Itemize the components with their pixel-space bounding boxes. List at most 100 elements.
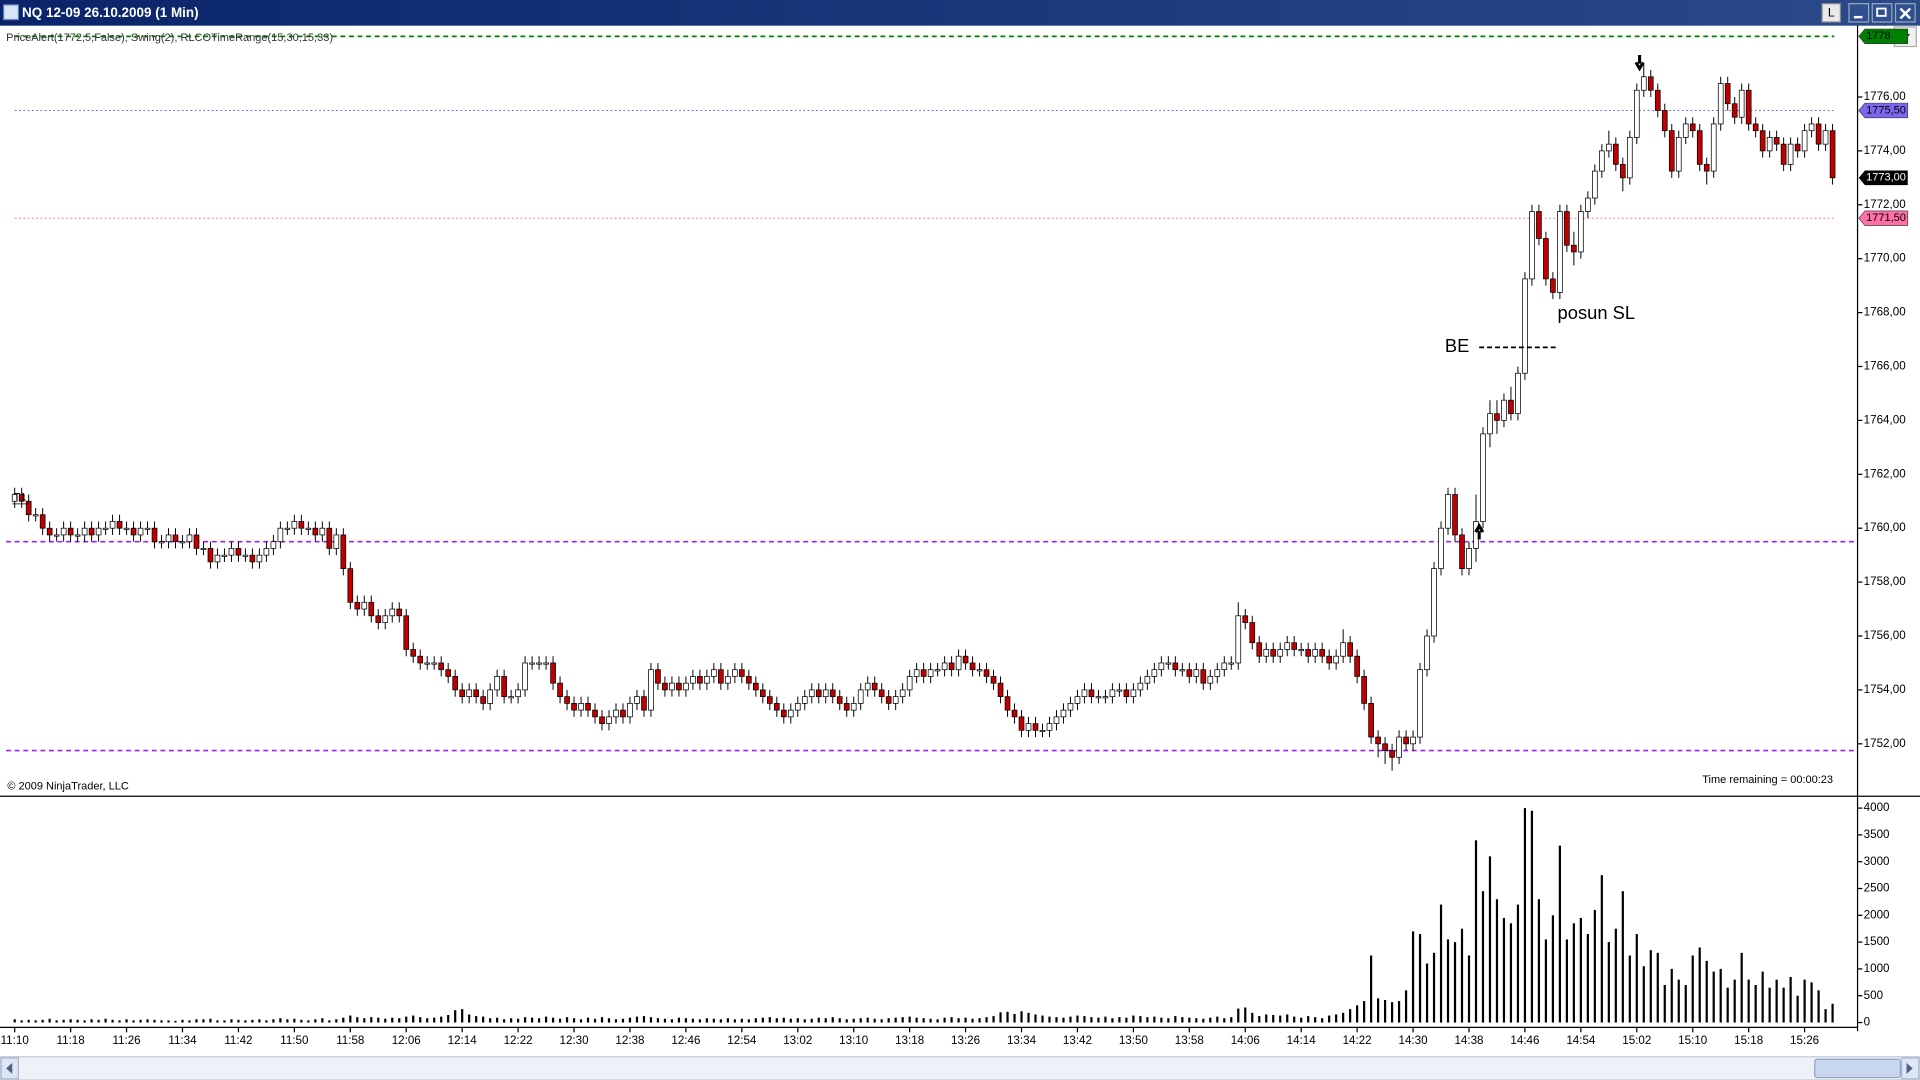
volume-bar bbox=[1188, 1017, 1191, 1023]
candle-body bbox=[1459, 534, 1465, 569]
volume-bar bbox=[1383, 1000, 1387, 1023]
link-button[interactable] bbox=[1821, 3, 1842, 23]
candle-body bbox=[123, 527, 130, 530]
volume-bar bbox=[1649, 950, 1652, 1023]
candle-body bbox=[627, 703, 633, 718]
x-tick-label: 11:42 bbox=[224, 1034, 252, 1047]
candle-body bbox=[976, 669, 983, 672]
candle-body bbox=[760, 689, 766, 698]
volume-bar bbox=[642, 1016, 646, 1023]
candle-body bbox=[920, 669, 927, 677]
volume-bar bbox=[1216, 1016, 1219, 1023]
volume-bar bbox=[258, 1019, 261, 1023]
volume-bar bbox=[698, 1019, 701, 1023]
scroll-left-icon bbox=[6, 1062, 13, 1074]
volume-bar bbox=[1509, 923, 1513, 1023]
candle-body bbox=[655, 669, 661, 684]
candle-body bbox=[564, 696, 570, 704]
x-tick-label: 13:02 bbox=[783, 1034, 812, 1047]
candle-body bbox=[1368, 703, 1374, 738]
candle-body bbox=[1647, 76, 1654, 91]
volume-bar bbox=[1558, 845, 1561, 1023]
candle-body bbox=[298, 521, 305, 529]
candle-body bbox=[1284, 642, 1291, 650]
scroll-thumb[interactable] bbox=[1814, 1058, 1902, 1079]
volume-bar bbox=[356, 1017, 359, 1023]
volume-bar bbox=[237, 1019, 240, 1023]
volume-bar bbox=[1474, 840, 1478, 1023]
volume-bar bbox=[1537, 899, 1541, 1023]
volume-bar bbox=[1453, 942, 1457, 1023]
volume-bar bbox=[104, 1018, 107, 1023]
x-tick-label: 14:14 bbox=[1287, 1034, 1317, 1047]
volume-bar bbox=[1132, 1015, 1135, 1023]
volume-bar bbox=[1048, 1016, 1051, 1023]
volume-bar bbox=[202, 1019, 205, 1023]
candle-body bbox=[1599, 150, 1605, 172]
volume-bar bbox=[908, 1016, 911, 1023]
volume-bar bbox=[1013, 1013, 1016, 1023]
candle-body bbox=[81, 527, 88, 536]
volume-bar bbox=[328, 1020, 331, 1023]
candle-body bbox=[1312, 649, 1318, 657]
candle-body bbox=[697, 676, 703, 684]
volume-bar bbox=[628, 1017, 632, 1023]
candle-body bbox=[766, 696, 773, 704]
candle-body bbox=[857, 689, 864, 704]
x-tick-label: 13:50 bbox=[1119, 1034, 1148, 1047]
candle-body bbox=[1186, 669, 1193, 677]
y-tick-label: 500 bbox=[1864, 989, 1883, 1002]
price-line-tag bbox=[1858, 210, 1909, 226]
volume-bar bbox=[440, 1016, 443, 1023]
volume-bar bbox=[34, 1020, 37, 1023]
volume-bar bbox=[1160, 1017, 1163, 1023]
candle-body bbox=[1752, 123, 1759, 132]
candle-body bbox=[1606, 143, 1612, 152]
candle-body bbox=[1689, 123, 1696, 132]
volume-bar bbox=[1432, 952, 1436, 1023]
volume-bar bbox=[125, 1019, 128, 1023]
volume-bar bbox=[384, 1018, 387, 1023]
candle-body bbox=[18, 494, 25, 502]
candle-body bbox=[1780, 143, 1787, 165]
candle-body bbox=[431, 662, 438, 665]
volume-bar bbox=[1377, 998, 1380, 1023]
volume-bar bbox=[530, 1017, 534, 1023]
volume-bar bbox=[523, 1017, 527, 1023]
candle-body bbox=[151, 527, 158, 543]
candle-body bbox=[1046, 723, 1053, 731]
x-tick-label: 11:34 bbox=[168, 1034, 197, 1047]
volume-bar bbox=[1824, 1009, 1827, 1023]
candle-body bbox=[1011, 709, 1018, 718]
candle-body bbox=[1592, 170, 1598, 199]
candle-body bbox=[102, 527, 109, 530]
candle-body bbox=[354, 601, 361, 610]
minimize-button[interactable] bbox=[1848, 3, 1870, 23]
scrollbar[interactable] bbox=[0, 1056, 1920, 1080]
candle-body bbox=[256, 554, 263, 563]
volume-bar bbox=[1209, 1017, 1212, 1023]
x-tick-label: 15:18 bbox=[1734, 1034, 1763, 1047]
volume-bar bbox=[992, 1016, 995, 1023]
candle-body bbox=[1620, 163, 1626, 179]
y-tick-label: 1756,00 bbox=[1864, 629, 1906, 642]
volume-bar bbox=[586, 1017, 590, 1023]
candle-body bbox=[899, 689, 906, 698]
volume-bar bbox=[859, 1018, 862, 1023]
candle-body bbox=[983, 669, 990, 677]
candle-body bbox=[326, 527, 333, 549]
candle-body bbox=[690, 676, 696, 684]
close-icon bbox=[1899, 7, 1912, 20]
volume-bar bbox=[447, 1015, 450, 1023]
volume-bar bbox=[1314, 1017, 1317, 1023]
x-tick-label: 14:06 bbox=[1231, 1034, 1260, 1047]
volume-bar bbox=[321, 1018, 324, 1023]
candle-body bbox=[466, 689, 472, 698]
candle-body bbox=[1794, 143, 1801, 152]
volume-bar bbox=[370, 1017, 373, 1023]
candle-body bbox=[179, 541, 186, 544]
candle-body bbox=[1032, 723, 1039, 731]
volume-bar bbox=[1411, 931, 1415, 1023]
volume-bar bbox=[1439, 904, 1443, 1023]
restore-button[interactable] bbox=[1871, 3, 1893, 23]
